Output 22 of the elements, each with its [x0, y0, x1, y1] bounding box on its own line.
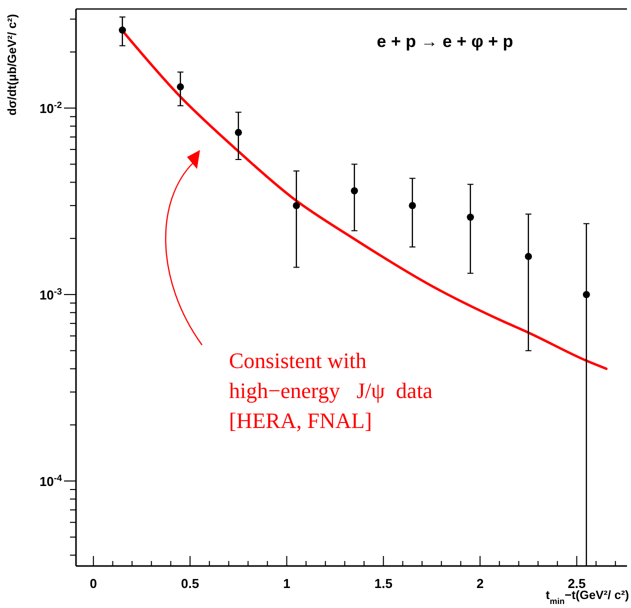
- point: [292, 202, 300, 210]
- x-tick-label: 2: [476, 576, 484, 591]
- annotation: e + p → e + φ + p: [376, 32, 514, 51]
- point: [408, 202, 416, 210]
- point: [118, 26, 126, 34]
- y-tick-label: 10$^{-2}$: [39, 100, 62, 116]
- y-tick-label: 10$^{-4}$: [39, 472, 63, 489]
- x-tick-label: 2.5: [568, 576, 586, 591]
- point: [582, 290, 590, 298]
- x-axis-title: t$_{min}$−t(GeV²/ c²): [546, 588, 629, 606]
- point: [350, 187, 358, 194]
- x-tick-label: 0.5: [181, 576, 200, 591]
- x-tick-label: 1.5: [374, 576, 392, 591]
- annotation: Consistent with high−energy J/ψ data [HERA, FNAL]: [229, 348, 433, 433]
- y-tick-label: 10$^{-3}$: [39, 286, 62, 303]
- point: [466, 214, 474, 221]
- x-tick-label: 1: [283, 576, 290, 591]
- y-axis-title: dσ/dt(μb/GeV²/ c²): [5, 14, 19, 116]
- x-tick-label: 0: [90, 576, 98, 591]
- point: [524, 252, 532, 260]
- point: [234, 128, 242, 136]
- point: [176, 83, 184, 90]
